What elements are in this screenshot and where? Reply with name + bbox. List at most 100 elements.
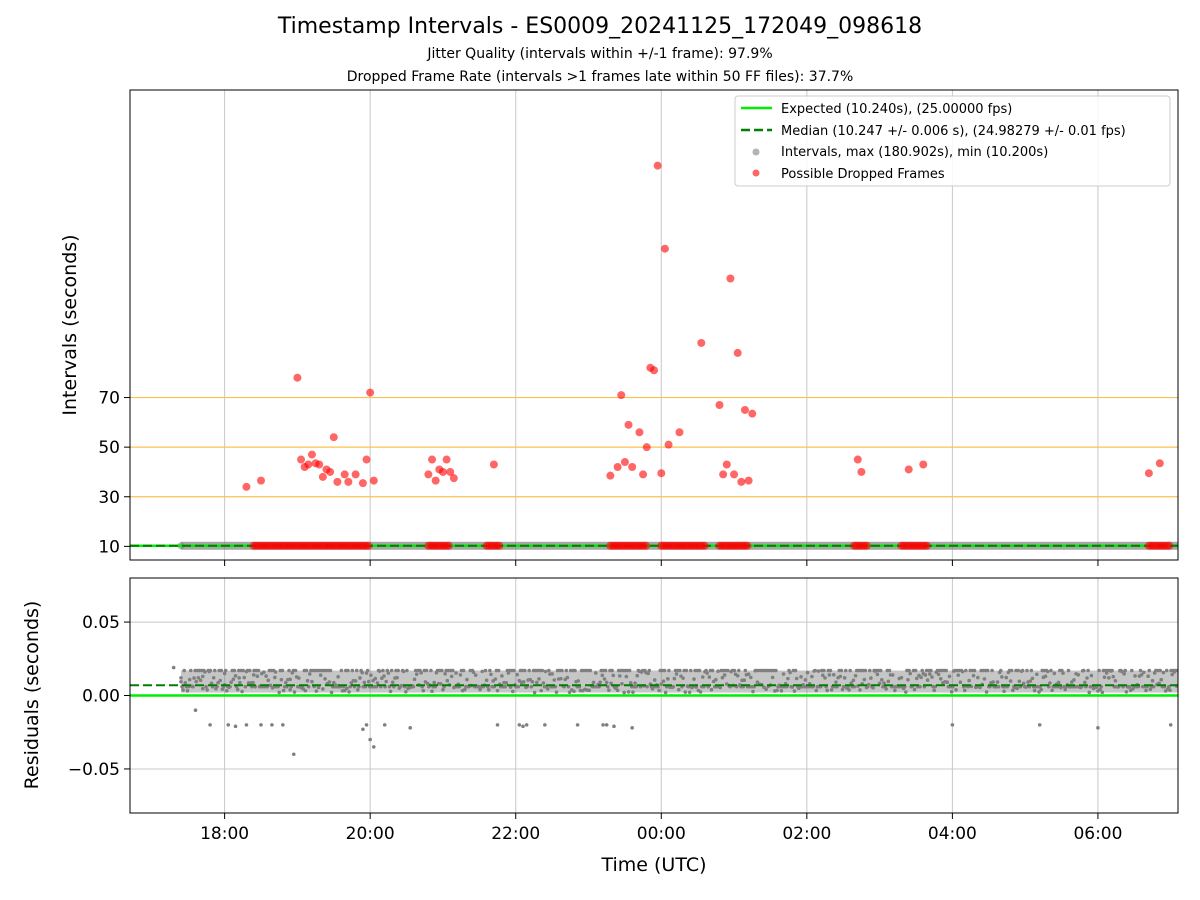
residual-point bbox=[906, 677, 910, 682]
residual-point bbox=[327, 680, 332, 684]
residual-point bbox=[307, 672, 312, 676]
residual-point bbox=[1124, 690, 1129, 694]
residual-point bbox=[667, 668, 671, 673]
residual-point bbox=[297, 676, 301, 680]
residual-point bbox=[441, 687, 445, 692]
residual-point bbox=[587, 688, 592, 693]
residual-point bbox=[604, 680, 609, 685]
residual-point bbox=[962, 688, 967, 693]
residual-point bbox=[925, 678, 930, 682]
residual-point bbox=[748, 675, 753, 680]
residual-point bbox=[251, 680, 255, 685]
residual-point bbox=[279, 677, 284, 682]
dropped-frame-point bbox=[489, 460, 498, 469]
residual-point bbox=[692, 677, 696, 681]
legend-intervals-label: Intervals, max (180.902s), min (10.200s) bbox=[781, 145, 1048, 160]
residual-outlier-point bbox=[226, 723, 231, 727]
residual-point bbox=[945, 680, 950, 685]
residual-point bbox=[908, 671, 912, 676]
residual-outlier-point bbox=[1168, 723, 1173, 727]
residual-point bbox=[377, 669, 382, 673]
residual-point bbox=[684, 668, 689, 673]
residual-point bbox=[678, 668, 682, 673]
residual-point bbox=[984, 690, 989, 694]
residual-point bbox=[318, 673, 323, 677]
residual-point bbox=[1111, 674, 1116, 679]
residual-point bbox=[350, 668, 355, 673]
residual-point bbox=[956, 673, 961, 677]
residual-point bbox=[899, 675, 904, 680]
residual-point bbox=[919, 675, 923, 680]
residual-point bbox=[1066, 668, 1071, 673]
residual-point bbox=[1122, 672, 1126, 676]
residual-point bbox=[838, 674, 843, 679]
residual-point bbox=[858, 688, 862, 692]
residual-point bbox=[314, 689, 319, 693]
residual-point bbox=[495, 688, 500, 693]
residual-point bbox=[369, 673, 373, 678]
residual-point bbox=[229, 680, 233, 684]
residual-point bbox=[875, 672, 880, 677]
residual-point bbox=[932, 688, 936, 693]
residual-point bbox=[1029, 668, 1034, 673]
dropped-frame-point bbox=[635, 428, 644, 437]
dropped-frame-point bbox=[726, 274, 735, 283]
residual-point bbox=[1144, 688, 1148, 693]
dropped-frame-point bbox=[358, 479, 367, 488]
residual-point bbox=[842, 676, 847, 680]
residual-point bbox=[938, 677, 943, 681]
residual-point bbox=[287, 668, 291, 673]
residual-point bbox=[1159, 677, 1164, 682]
residual-point bbox=[321, 687, 325, 691]
residual-point bbox=[381, 668, 385, 673]
residual-point bbox=[233, 674, 238, 678]
residual-point bbox=[615, 688, 620, 693]
residual-point bbox=[366, 679, 371, 684]
residual-point bbox=[843, 668, 848, 673]
residual-point bbox=[829, 688, 834, 692]
residual-point bbox=[624, 674, 629, 679]
residual-outlier-point bbox=[270, 723, 274, 727]
top-y-tick-label: 50 bbox=[98, 438, 120, 458]
residual-point bbox=[716, 669, 720, 674]
residual-point bbox=[523, 668, 527, 673]
x-tick-label: 04:00 bbox=[928, 824, 977, 844]
residual-point bbox=[1146, 674, 1150, 678]
residual-point bbox=[982, 677, 987, 681]
residual-point bbox=[622, 690, 626, 695]
residual-point bbox=[1097, 668, 1101, 673]
residual-point bbox=[1010, 688, 1015, 693]
residual-point bbox=[1043, 674, 1048, 679]
residual-point bbox=[799, 675, 803, 679]
residual-point bbox=[661, 679, 666, 683]
residual-point bbox=[720, 675, 725, 680]
residual-outlier-point bbox=[604, 723, 609, 727]
residual-point bbox=[1032, 688, 1037, 693]
legend-box bbox=[734, 95, 1171, 187]
dropped-frame-point bbox=[737, 477, 746, 486]
residual-point bbox=[554, 690, 559, 694]
residual-point bbox=[331, 680, 336, 685]
top-plot-area bbox=[130, 161, 1178, 550]
residual-point bbox=[396, 668, 400, 673]
residual-point bbox=[1015, 686, 1019, 691]
residual-point bbox=[489, 672, 493, 677]
residual-point bbox=[181, 688, 185, 692]
residual-point bbox=[1076, 672, 1081, 677]
residual-point bbox=[336, 674, 340, 679]
residual-point bbox=[1024, 685, 1028, 689]
residual-point bbox=[414, 672, 419, 677]
residual-point bbox=[449, 674, 454, 679]
dropped-frame-point bbox=[740, 405, 749, 414]
residual-point bbox=[483, 668, 488, 673]
residual-point bbox=[912, 687, 917, 692]
residual-point bbox=[816, 669, 821, 673]
residual-point bbox=[255, 674, 260, 678]
residual-point bbox=[735, 674, 740, 678]
dropped-frame-point bbox=[730, 470, 739, 479]
residual-point bbox=[283, 680, 288, 685]
residual-point bbox=[869, 676, 873, 680]
residual-point bbox=[1123, 668, 1128, 673]
residual-point bbox=[635, 673, 640, 678]
